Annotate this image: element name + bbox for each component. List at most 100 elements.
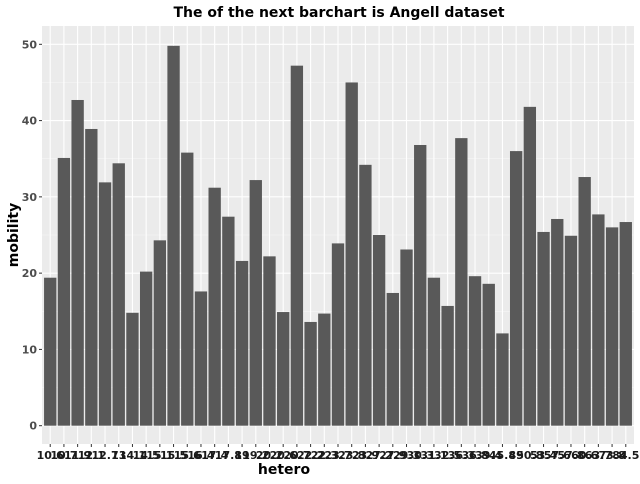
bar <box>345 82 358 426</box>
x-tick-label: 27.9 <box>379 449 406 462</box>
bar <box>400 249 413 426</box>
x-tick-label: 50.8 <box>516 449 543 462</box>
x-tick-label: 15.5 <box>160 449 187 462</box>
x-tick-label: 14.5 <box>133 449 160 462</box>
bar <box>359 164 372 426</box>
y-tick-label: 40 <box>22 115 38 128</box>
y-tick-label: 30 <box>22 191 38 204</box>
y-tick-label: 10 <box>22 343 38 356</box>
x-tick-label: 60.6 <box>571 449 598 462</box>
bar <box>194 291 208 426</box>
x-tick-label: 17.8 <box>215 449 242 462</box>
x-tick-label: 53.4 <box>530 449 557 462</box>
x-tick-label: 45.8 <box>489 449 516 462</box>
y-tick-label: 20 <box>22 267 38 280</box>
bar <box>605 227 619 426</box>
chart-title: The of the next barchart is Angell datas… <box>173 5 504 21</box>
bar <box>167 45 180 426</box>
x-tick-label: 31.1 <box>420 449 447 462</box>
x-tick-label: 23.7 <box>324 449 351 462</box>
x-tick-label: 29.3 <box>393 449 420 462</box>
bar <box>482 283 495 426</box>
bar <box>455 138 468 426</box>
bar <box>222 216 235 426</box>
x-tick-label: 19.2 <box>242 449 269 462</box>
bar <box>427 277 441 426</box>
bar <box>249 180 262 426</box>
x-tick-label: 12.1 <box>78 449 105 462</box>
x-tick-label: 57.6 <box>544 449 571 462</box>
bar <box>372 235 386 426</box>
bar <box>578 177 591 426</box>
y-axis-ticks: 0 10 20 30 40 50 <box>22 38 42 433</box>
bar <box>441 305 454 426</box>
x-tick-label: 27.2 <box>366 449 393 462</box>
x-tick-label: 57.8 <box>557 449 584 462</box>
bar <box>468 276 482 426</box>
bars <box>44 45 632 426</box>
bar <box>44 277 57 426</box>
x-tick-label: 13 <box>111 449 126 462</box>
x-tick-label: 11.9 <box>64 449 91 462</box>
bar <box>619 222 632 426</box>
bar <box>414 144 427 426</box>
bar <box>208 187 221 426</box>
x-axis-title: hetero <box>258 462 311 478</box>
bar <box>235 260 249 426</box>
bar <box>57 157 71 426</box>
x-axis-ticks: 10.610.711.912.112.71314.114.515.115.515… <box>37 444 639 462</box>
x-tick-label: 30.3 <box>407 449 434 462</box>
x-tick-label: 23.9 <box>352 449 379 462</box>
bar <box>386 292 399 426</box>
x-tick-label: 22.3 <box>311 449 338 462</box>
x-tick-label: 17.4 <box>201 449 228 462</box>
x-tick-label: 12.7 <box>91 449 118 462</box>
bar <box>112 163 125 426</box>
x-tick-label: 15.1 <box>146 449 173 462</box>
x-tick-label: 39.4 <box>475 449 502 462</box>
bar <box>551 218 564 426</box>
bar <box>318 313 331 426</box>
x-tick-label: 36.3 <box>448 449 475 462</box>
bar <box>126 312 139 426</box>
bar <box>85 128 98 426</box>
x-tick-label: 22.2 <box>297 449 324 462</box>
bar <box>537 231 550 426</box>
x-tick-label: 32.5 <box>434 449 461 462</box>
x-tick-label: 20.7 <box>283 449 310 462</box>
y-tick-label: 50 <box>22 38 38 51</box>
bar <box>277 312 290 426</box>
bar <box>139 271 153 426</box>
x-tick-label: 84.5 <box>612 449 639 462</box>
bar <box>523 106 537 426</box>
x-tick-label: 49 <box>508 449 523 462</box>
y-axis-title: mobility <box>6 203 22 267</box>
x-tick-label: 73.8 <box>599 449 626 462</box>
y-tick-label: 0 <box>29 420 37 433</box>
x-tick-label: 20.2 <box>256 449 283 462</box>
bar <box>564 235 578 426</box>
x-tick-label: 16.4 <box>187 449 214 462</box>
bar <box>509 151 523 426</box>
x-tick-label: 10.7 <box>50 449 77 462</box>
x-tick-label: 63.7 <box>585 449 612 462</box>
bar <box>592 214 605 426</box>
x-tick-label: 23.8 <box>338 449 365 462</box>
bar <box>71 99 84 426</box>
bar <box>153 240 167 426</box>
bar <box>331 243 345 426</box>
x-tick-label: 36.8 <box>461 449 488 462</box>
bar <box>304 321 317 426</box>
x-tick-label: 10.6 <box>37 449 64 462</box>
x-tick-label: 14.1 <box>119 449 146 462</box>
bar <box>263 256 276 426</box>
bar <box>496 333 509 426</box>
bar <box>181 152 194 426</box>
bar <box>290 65 304 426</box>
x-tick-label: 15.6 <box>174 449 201 462</box>
x-tick-label: 19 <box>234 449 249 462</box>
x-tick-label: 20.6 <box>270 449 297 462</box>
bar <box>98 182 112 426</box>
